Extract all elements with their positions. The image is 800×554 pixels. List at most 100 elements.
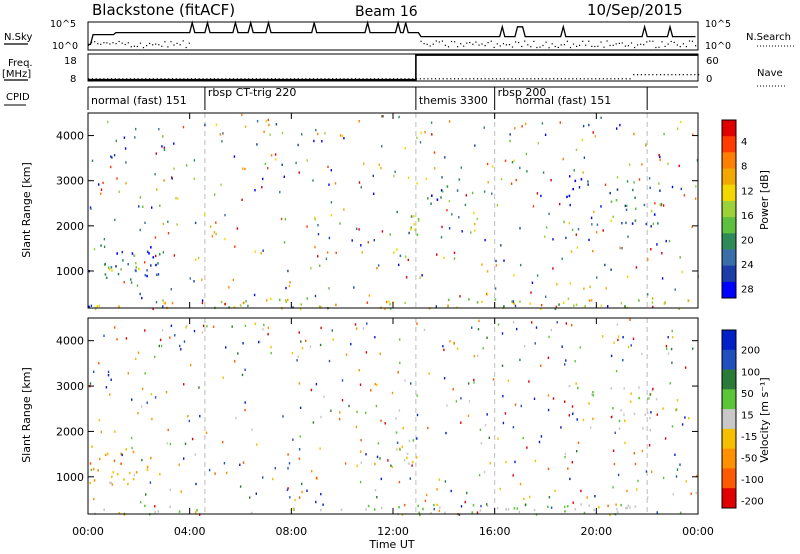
echo-cell [624, 305, 626, 308]
y-tick-label: 3000 [56, 175, 84, 188]
echo-cell [637, 479, 639, 483]
echo-cell [255, 492, 257, 495]
echo-cell [254, 250, 256, 253]
nave-point [332, 78, 334, 80]
echo-cell [292, 508, 294, 511]
echo-cell [496, 204, 498, 207]
echo-cell [688, 417, 690, 420]
colorbar-tick-label: -15 [741, 432, 757, 443]
echo-cell [381, 115, 383, 118]
echo-cell [104, 453, 107, 457]
echo-cell [178, 463, 180, 466]
echo-cell [381, 145, 383, 148]
echo-cell [103, 238, 106, 241]
nave-point [339, 78, 341, 80]
nsearch-point [612, 44, 614, 46]
echo-cell [154, 173, 156, 176]
echo-cell [679, 256, 681, 259]
echo-cell [425, 177, 427, 180]
echo-cell [659, 155, 661, 159]
echo-cell [330, 409, 332, 412]
nave-point [267, 78, 269, 80]
echo-cell [317, 132, 319, 136]
echo-cell [417, 504, 419, 508]
colorbar-frame [721, 329, 737, 509]
echo-cell [402, 427, 404, 430]
nsearch-point [139, 42, 142, 44]
echo-cell [593, 210, 595, 213]
nave-point [499, 78, 501, 80]
echo-cell [410, 228, 412, 231]
nsearch-point [652, 40, 654, 42]
echo-cell [652, 297, 654, 300]
echo-cell [675, 408, 677, 412]
echo-cell [651, 389, 654, 392]
nave-point [301, 78, 303, 80]
freq-tick-left-top: 18 [64, 56, 77, 67]
echo-cell [550, 328, 552, 332]
nsearch-point [661, 41, 663, 43]
nsearch-point [88, 44, 90, 46]
echo-cell [610, 200, 613, 203]
echo-cell [205, 431, 208, 434]
echo-cell [372, 174, 374, 178]
echo-cell [114, 218, 116, 222]
echo-cell [616, 323, 619, 326]
echo-cell [107, 370, 110, 374]
echo-cell [395, 431, 398, 434]
echo-cell [203, 213, 206, 216]
echo-cell [381, 230, 384, 233]
echo-cell [399, 361, 401, 365]
nsearch-point [594, 45, 596, 48]
echo-cell [338, 417, 341, 421]
nave-point [629, 78, 631, 80]
echo-cell [436, 503, 438, 507]
echo-cell [328, 183, 330, 186]
nave-point [560, 78, 562, 80]
echo-cell [367, 241, 369, 244]
echo-cell [356, 464, 358, 468]
echo-cell [419, 276, 421, 279]
echo-cell [418, 219, 420, 222]
time-axis-label: Time UT [368, 538, 414, 551]
echo-cell [446, 404, 448, 407]
echo-cell [214, 472, 216, 475]
echo-cell [353, 286, 355, 289]
nsearch-point [438, 41, 440, 43]
colorbar-swatch [722, 152, 736, 169]
nsearch-point [572, 43, 575, 45]
echo-cell [540, 194, 542, 198]
echo-cell [397, 371, 399, 374]
nave-point [450, 78, 452, 80]
echo-cell [476, 511, 479, 514]
echo-cell [516, 507, 519, 510]
echo-cell [533, 397, 536, 400]
echo-cell [193, 177, 195, 180]
nave-point [282, 78, 284, 80]
echo-cell [455, 400, 458, 403]
echo-cell [183, 383, 185, 386]
nave-point [663, 74, 665, 76]
nave-point [476, 78, 479, 80]
colorbar-swatch [722, 330, 736, 351]
echo-cell [270, 351, 272, 355]
nsearch-point [185, 46, 187, 49]
echo-cell [319, 264, 321, 267]
echo-cell [615, 503, 617, 506]
echo-cell [93, 497, 95, 501]
echo-cell [592, 390, 594, 394]
echo-cell [150, 246, 152, 249]
echo-cell [91, 159, 94, 162]
echo-cell [334, 182, 337, 185]
echo-cell [411, 464, 413, 467]
echo-cell [298, 382, 301, 385]
nsearch-point [679, 46, 681, 48]
echo-cell [267, 326, 269, 329]
echo-cell [473, 355, 476, 358]
echo-cell [569, 282, 571, 285]
echo-cell [584, 304, 586, 308]
echo-cell [574, 508, 577, 511]
nave-point [595, 78, 597, 80]
nave-point [576, 78, 578, 80]
echo-cell [176, 223, 178, 226]
